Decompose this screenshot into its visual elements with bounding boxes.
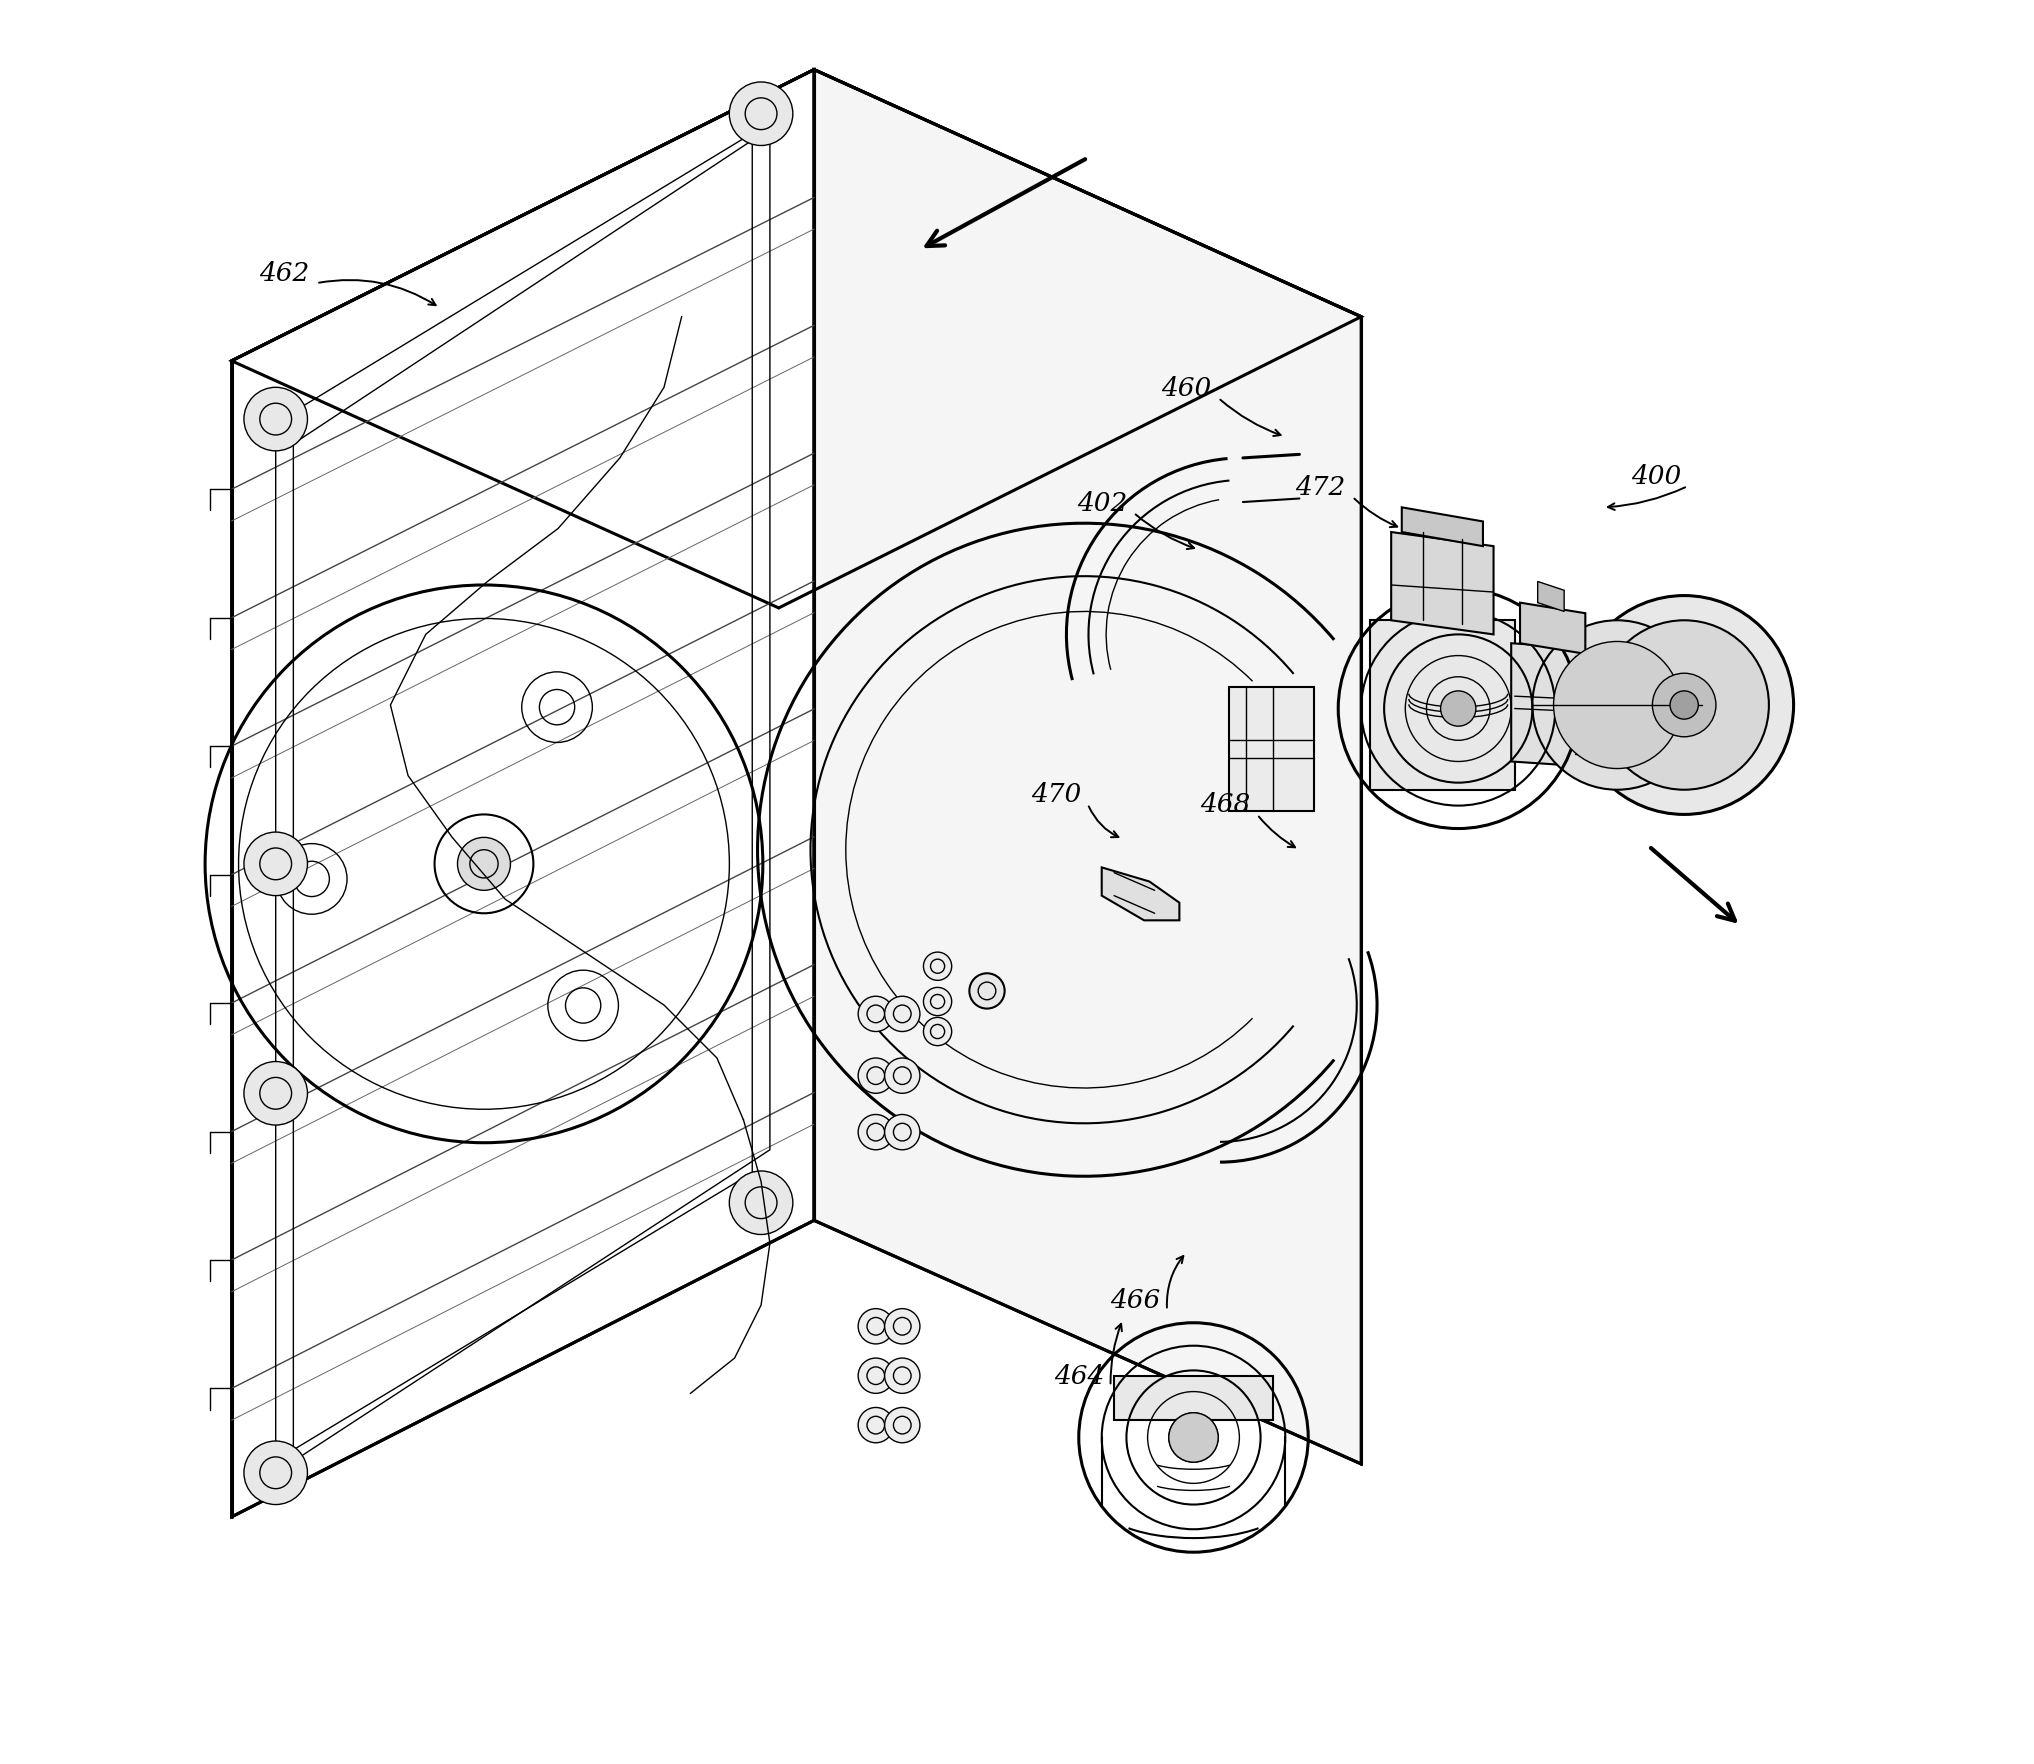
Circle shape — [1170, 1413, 1218, 1462]
Text: 460: 460 — [1161, 376, 1212, 400]
Text: 470: 470 — [1031, 781, 1080, 806]
Circle shape — [858, 1058, 893, 1094]
Circle shape — [923, 1018, 952, 1046]
Circle shape — [858, 1358, 893, 1394]
Circle shape — [858, 997, 893, 1032]
Circle shape — [730, 1171, 793, 1235]
Circle shape — [1554, 642, 1680, 769]
Circle shape — [1440, 691, 1477, 727]
Circle shape — [885, 1309, 919, 1344]
Polygon shape — [814, 71, 1361, 1464]
Circle shape — [885, 1408, 919, 1443]
Circle shape — [885, 1358, 919, 1394]
Circle shape — [244, 1062, 307, 1125]
Polygon shape — [232, 71, 814, 1517]
Polygon shape — [1391, 533, 1493, 635]
Text: 400: 400 — [1631, 464, 1680, 489]
Circle shape — [885, 1058, 919, 1094]
Circle shape — [1532, 621, 1702, 790]
Circle shape — [858, 1408, 893, 1443]
Circle shape — [244, 388, 307, 452]
Text: 464: 464 — [1054, 1364, 1104, 1388]
Circle shape — [885, 1115, 919, 1150]
Polygon shape — [1401, 508, 1483, 547]
Text: 468: 468 — [1200, 792, 1251, 817]
Polygon shape — [1511, 644, 1591, 767]
Circle shape — [244, 833, 307, 896]
Text: 462: 462 — [260, 261, 309, 286]
Circle shape — [244, 1441, 307, 1505]
Polygon shape — [1538, 582, 1564, 612]
Circle shape — [923, 988, 952, 1016]
Circle shape — [858, 1309, 893, 1344]
Circle shape — [1574, 596, 1794, 815]
Circle shape — [730, 83, 793, 146]
Circle shape — [1670, 691, 1698, 720]
Circle shape — [1652, 674, 1717, 737]
Polygon shape — [1102, 868, 1180, 921]
Circle shape — [885, 997, 919, 1032]
Circle shape — [458, 838, 511, 891]
Circle shape — [923, 953, 952, 981]
Circle shape — [858, 1115, 893, 1150]
Polygon shape — [1229, 688, 1314, 811]
Text: 472: 472 — [1296, 475, 1347, 499]
Polygon shape — [1371, 621, 1515, 790]
Circle shape — [1599, 621, 1770, 790]
Polygon shape — [232, 71, 1361, 609]
Polygon shape — [1115, 1376, 1273, 1420]
Text: 402: 402 — [1076, 490, 1127, 515]
Text: 466: 466 — [1111, 1288, 1159, 1312]
Polygon shape — [1519, 603, 1584, 654]
Circle shape — [970, 974, 1005, 1009]
